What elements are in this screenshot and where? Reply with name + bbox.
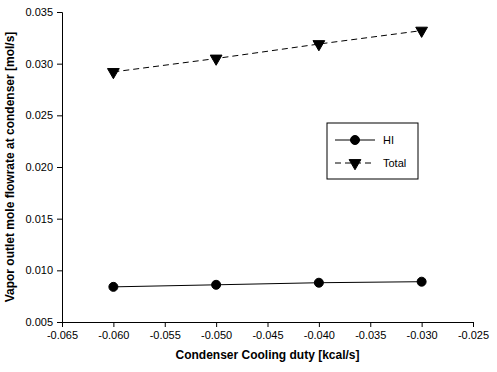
series-line (113, 282, 421, 287)
data-point (109, 282, 118, 291)
tick-mark (422, 322, 423, 327)
tick-mark (319, 322, 320, 327)
tick-mark (57, 12, 62, 13)
tick-label: -0.050 (201, 329, 232, 341)
chart: -0.065 -0.060 -0.055 -0.050 -0.045 -0.040 -0.0… (0, 0, 497, 372)
data-point (107, 69, 119, 79)
tick: -0.035 (355, 322, 386, 341)
tick-mark (216, 322, 217, 327)
legend: HI Total (327, 123, 418, 179)
tick-label: -0.060 (98, 329, 129, 341)
tick-mark (57, 64, 62, 65)
tick: 0.030 (25, 58, 62, 70)
tick-mark (57, 219, 62, 220)
tick: -0.055 (150, 322, 181, 341)
tick: -0.050 (201, 322, 232, 341)
legend-label: Total (383, 157, 406, 169)
tick-label: 0.010 (25, 264, 53, 276)
legend-marker (349, 160, 361, 170)
legend-marker (351, 136, 360, 145)
tick-mark (370, 322, 371, 327)
y-axis: 0.005 0.010 0.015 0.020 0.025 0.030 0.035 (25, 6, 62, 328)
data-point (416, 27, 428, 37)
tick: 0.025 (25, 109, 62, 121)
tick-mark (57, 167, 62, 168)
tick-label: -0.030 (407, 329, 438, 341)
tick-label: 0.005 (25, 316, 53, 328)
tick-mark (268, 322, 269, 327)
tick: -0.025 (458, 322, 489, 341)
data-point (417, 277, 426, 286)
tick-label: -0.040 (304, 329, 335, 341)
x-axis: -0.065 -0.060 -0.055 -0.050 -0.045 -0.040 -0.0… (47, 322, 489, 341)
tick-label: 0.025 (25, 109, 53, 121)
data-point (313, 41, 325, 51)
tick-mark (113, 322, 114, 327)
tick-mark (57, 322, 62, 323)
tick-mark (57, 270, 62, 271)
tick-label: -0.055 (150, 329, 181, 341)
legend-label: HI (383, 134, 394, 146)
tick-label: 0.035 (25, 6, 53, 18)
tick-label: 0.030 (25, 58, 53, 70)
tick: 0.035 (25, 6, 62, 18)
tick-mark (57, 115, 62, 116)
tick: 0.020 (25, 161, 62, 173)
y-axis-title: Vapor outlet mole flowrate at condenser … (3, 32, 17, 303)
x-axis-title: Condenser Cooling duty [kcal/s] (175, 348, 359, 362)
tick-mark (165, 322, 166, 327)
data-point (314, 278, 323, 287)
tick-label: 0.015 (25, 213, 53, 225)
tick: -0.045 (252, 322, 283, 341)
axis-line (57, 13, 63, 323)
legend-box (327, 123, 418, 179)
tick-label: -0.065 (47, 329, 78, 341)
tick-mark (473, 322, 474, 327)
tick-label: -0.045 (252, 329, 283, 341)
tick: 0.010 (25, 264, 62, 276)
data-point (212, 280, 221, 289)
tick: -0.040 (304, 322, 335, 341)
plot-area (107, 27, 427, 291)
axis-line (63, 323, 474, 328)
tick-label: -0.025 (458, 329, 489, 341)
data-point (210, 55, 222, 65)
series-line (113, 31, 421, 72)
tick: 0.015 (25, 213, 62, 225)
tick-label: 0.020 (25, 161, 53, 173)
tick: -0.030 (407, 322, 438, 341)
tick: 0.005 (25, 316, 62, 328)
tick-label: -0.035 (355, 329, 386, 341)
tick: -0.060 (98, 322, 129, 341)
